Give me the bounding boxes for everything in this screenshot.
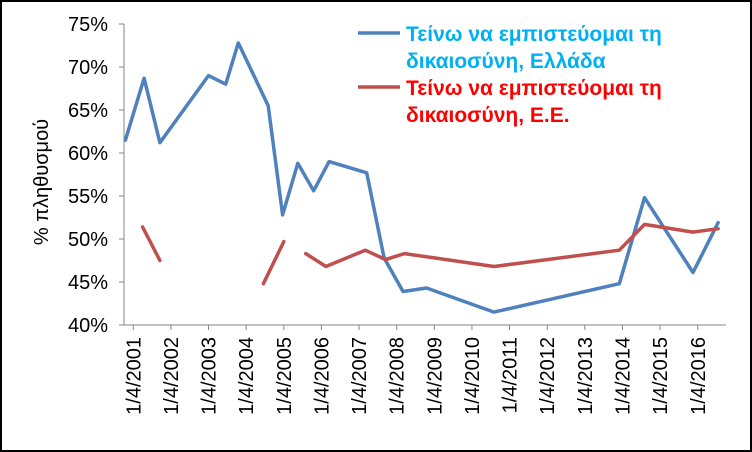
y-tick-label: 55% xyxy=(68,186,108,208)
x-tick-label: 1/4/2006 xyxy=(311,337,333,415)
y-ticks: 40% 45% 50% 55% 60% 65% 70% 75% xyxy=(68,14,124,337)
series-2-line xyxy=(261,239,286,286)
y-tick-label: 50% xyxy=(68,229,108,251)
x-tick-label: 1/4/2008 xyxy=(387,337,409,415)
y-tick-label: 60% xyxy=(68,143,108,165)
y-tick-label: 70% xyxy=(68,57,108,79)
series-1 xyxy=(123,41,720,314)
x-tick-label: 1/4/2009 xyxy=(424,337,446,415)
x-tick-label: 1/4/2005 xyxy=(274,337,296,415)
axes xyxy=(123,24,726,326)
y-axis-label: % πληθυσμού xyxy=(31,119,53,245)
x-tick-label: 1/4/2002 xyxy=(161,337,183,415)
x-tick-label: 1/4/2004 xyxy=(236,337,258,415)
x-tick-label: 1/4/2014 xyxy=(612,337,634,415)
y-tick-label: 45% xyxy=(68,272,108,294)
y-tick-label: 75% xyxy=(68,14,108,36)
x-tick-label: 1/4/2015 xyxy=(650,337,672,415)
y-tick-label: 40% xyxy=(68,315,108,337)
series-1-line xyxy=(123,41,720,314)
x-tick-label: 1/4/2012 xyxy=(537,337,559,415)
legend-label: Τείνω να εμπιστεύομαι τη xyxy=(406,23,662,46)
x-tick-label: 1/4/2001 xyxy=(123,337,145,415)
legend-entry-1: Τείνω να εμπιστεύομαι τη δικαιοσύνη, Ελλά… xyxy=(358,23,662,73)
x-ticks: 1/4/2001 1/4/2002 1/4/2003 1/4/2004 1/4/2005… xyxy=(123,325,710,415)
x-tick-label: 1/4/2013 xyxy=(575,337,597,415)
y-axis-label-group: % πληθυσμού xyxy=(31,119,53,245)
legend-entry-2: Τείνω να εμπιστεύομαι τη δικαιοσύνη, Ε.Ε. xyxy=(358,77,662,127)
legend-label: δικαιοσύνη, Ελλάδα xyxy=(406,50,606,73)
series-2-line xyxy=(304,222,720,269)
x-tick-label: 1/4/2007 xyxy=(349,337,371,415)
x-tick-label: 1/4/2010 xyxy=(462,337,484,415)
series-2 xyxy=(140,222,720,286)
x-tick-label: 1/4/2016 xyxy=(688,337,710,415)
x-tick-label: 1/4/2011 xyxy=(500,337,522,413)
legend-label: Τείνω να εμπιστεύομαι τη xyxy=(406,77,662,100)
series-group xyxy=(123,41,720,314)
y-tick-label: 65% xyxy=(68,100,108,122)
legend: Τείνω να εμπιστεύομαι τη δικαιοσύνη, Ελλά… xyxy=(358,23,662,127)
series-2-line xyxy=(140,225,162,263)
x-tick-label: 1/4/2003 xyxy=(198,337,220,415)
legend-label: δικαιοσύνη, Ε.Ε. xyxy=(406,104,570,127)
